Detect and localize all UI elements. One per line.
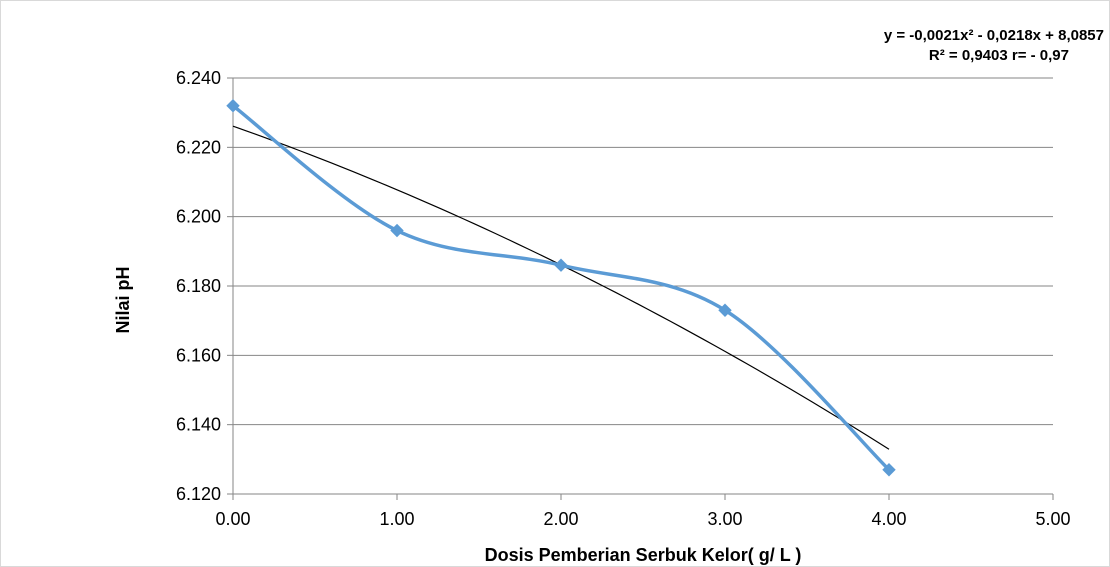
trendline-stats: R² = 0,9403 r= - 0,97 xyxy=(928,47,1069,64)
y-tick-label: 6.200 xyxy=(176,207,221,227)
x-tick-label: 2.00 xyxy=(543,509,578,529)
x-tick-label: 3.00 xyxy=(707,509,742,529)
y-tick-label: 6.140 xyxy=(176,415,221,435)
x-tick-labels: 0.00 1.00 2.00 3.00 4.00 5.00 xyxy=(215,509,1070,529)
x-axis-title: Dosis Pemberian Serbuk Kelor( g/ L ) xyxy=(485,545,802,565)
data-point xyxy=(554,258,568,272)
y-tick-labels: 6.120 6.140 6.160 6.180 6.200 6.220 6.240 xyxy=(176,68,221,504)
x-tick-label: 1.00 xyxy=(379,509,414,529)
data-point xyxy=(390,223,404,238)
x-tick-label: 0.00 xyxy=(215,509,250,529)
data-point xyxy=(882,463,896,477)
trendline-equation: y = -0,0021x² - 0,0218x + 8,0857 xyxy=(883,27,1104,44)
y-tick-label: 6.220 xyxy=(176,137,221,157)
y-tick-label: 6.240 xyxy=(176,68,221,88)
y-axis-title: Nilai pH xyxy=(113,266,133,333)
series-group xyxy=(226,99,896,477)
x-tick-label: 4.00 xyxy=(871,509,906,529)
axes xyxy=(227,77,1054,500)
x-tick-label: 5.00 xyxy=(1035,509,1070,529)
y-tick-label: 6.120 xyxy=(176,484,221,504)
y-tick-label: 6.180 xyxy=(176,276,221,296)
y-tick-label: 6.160 xyxy=(176,345,221,365)
data-point xyxy=(226,99,240,113)
data-point xyxy=(718,303,732,317)
